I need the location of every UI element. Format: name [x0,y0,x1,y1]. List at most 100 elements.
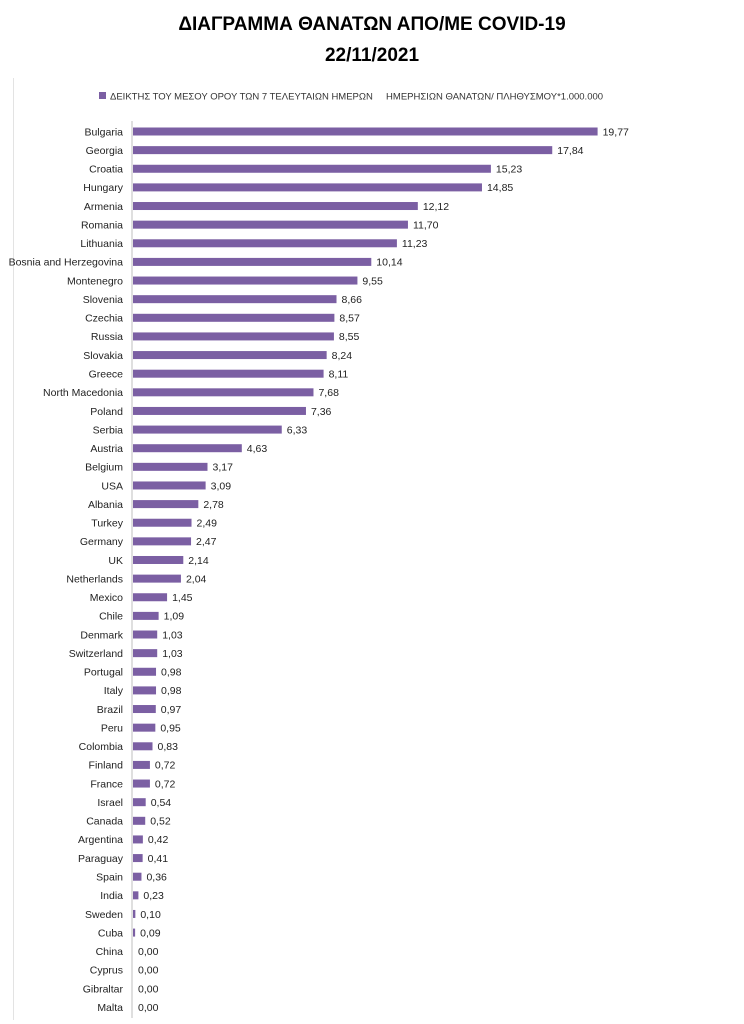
category-label: Slovakia [83,350,123,362]
value-label: 2,14 [188,555,209,567]
legend-swatch [99,92,106,99]
value-label: 0,98 [161,685,182,697]
category-label: Hungary [83,182,123,194]
value-label: 9,55 [362,275,383,287]
bar [133,872,142,881]
bar [133,425,282,434]
bar [133,835,143,844]
category-label: India [100,890,123,902]
category-label: Portugal [84,667,123,679]
bar [133,555,184,564]
bar [133,406,306,415]
bar [133,351,327,360]
value-label: 3,09 [211,480,232,492]
value-label: 0,52 [150,816,171,828]
category-label: Turkey [91,518,123,530]
bar [133,462,208,471]
bar [133,220,408,229]
bar [133,183,482,192]
category-label: Brazil [97,704,123,716]
bar [133,816,146,825]
bar [133,909,136,918]
category-label: Lithuania [80,238,123,250]
category-label: Armenia [84,201,123,213]
value-label: 11,70 [413,219,439,231]
value-label: 14,85 [487,182,513,194]
value-label: 0,10 [140,909,161,921]
category-label: Mexico [90,592,123,604]
bar [133,313,335,322]
bar [133,854,143,863]
category-label: Georgia [86,145,124,157]
category-label: Denmark [80,629,123,641]
category-label: Colombia [79,741,124,753]
bar [133,667,157,676]
value-label: 10,14 [376,257,402,269]
value-label: 2,49 [197,518,218,530]
bar [133,723,156,732]
category-label: Paraguay [78,853,124,865]
bar [133,928,136,937]
category-label: USA [101,480,123,492]
bar [133,574,181,583]
category-label: Bosnia and Herzegovina [9,257,124,269]
bar [133,611,159,620]
value-label: 1,03 [162,629,183,641]
value-label: 0,00 [138,946,159,958]
category-label: Germany [80,536,124,548]
value-label: 0,54 [151,797,172,809]
value-label: 7,68 [318,387,339,399]
category-label: Cuba [98,927,123,939]
value-label: 1,45 [172,592,193,604]
category-label: Israel [97,797,123,809]
value-label: 0,72 [155,760,176,772]
category-label: Montenegro [67,275,123,287]
category-label: Spain [96,872,123,884]
bar [133,537,192,546]
category-label: Belgium [85,462,123,474]
value-label: 0,00 [138,983,159,995]
value-label: 2,78 [203,499,224,511]
bar [133,164,491,173]
category-label: Switzerland [69,648,123,660]
category-label: UK [108,555,123,567]
category-label: Greece [89,368,124,380]
value-label: 2,04 [186,573,207,585]
bar [133,202,418,211]
bar [133,500,199,509]
value-label: 0,42 [148,834,169,846]
value-label: 8,11 [329,368,349,380]
value-label: 15,23 [496,164,522,176]
category-label: North Macedonia [43,387,123,399]
value-label: 2,47 [196,536,217,548]
bar [133,146,553,155]
category-label: Italy [104,685,124,697]
category-label: Netherlands [66,573,123,585]
category-label: Malta [97,1002,123,1014]
bar [133,649,158,658]
category-label: Serbia [93,424,124,436]
value-label: 12,12 [423,201,449,213]
chart-subtitle: 22/11/2021 [324,45,420,66]
value-label: 0,72 [155,778,176,790]
value-label: 0,36 [146,872,167,884]
bar [133,369,324,378]
category-label: Peru [101,722,123,734]
category-label: Argentina [78,834,123,846]
legend-label: ΔΕΙΚΤΗΣ ΤΟΥ ΜΕΣΟΥ ΟΡΟΥ ΤΩΝ 7 ΤΕΛΕΥΤΑΙΩΝ … [110,92,603,103]
value-label: 17,84 [557,145,583,157]
bar [133,891,139,900]
value-label: 0,97 [161,704,182,716]
value-label: 0,83 [158,741,179,753]
category-label: Russia [91,331,123,343]
bar [133,388,314,397]
bar [133,518,192,527]
category-label: Chile [99,611,123,623]
category-label: Croatia [89,164,123,176]
value-label: 8,24 [332,350,353,362]
bar [133,742,153,751]
category-label: Finland [89,760,124,772]
bar [133,760,150,769]
bar [133,798,146,807]
value-label: 4,63 [247,443,268,455]
